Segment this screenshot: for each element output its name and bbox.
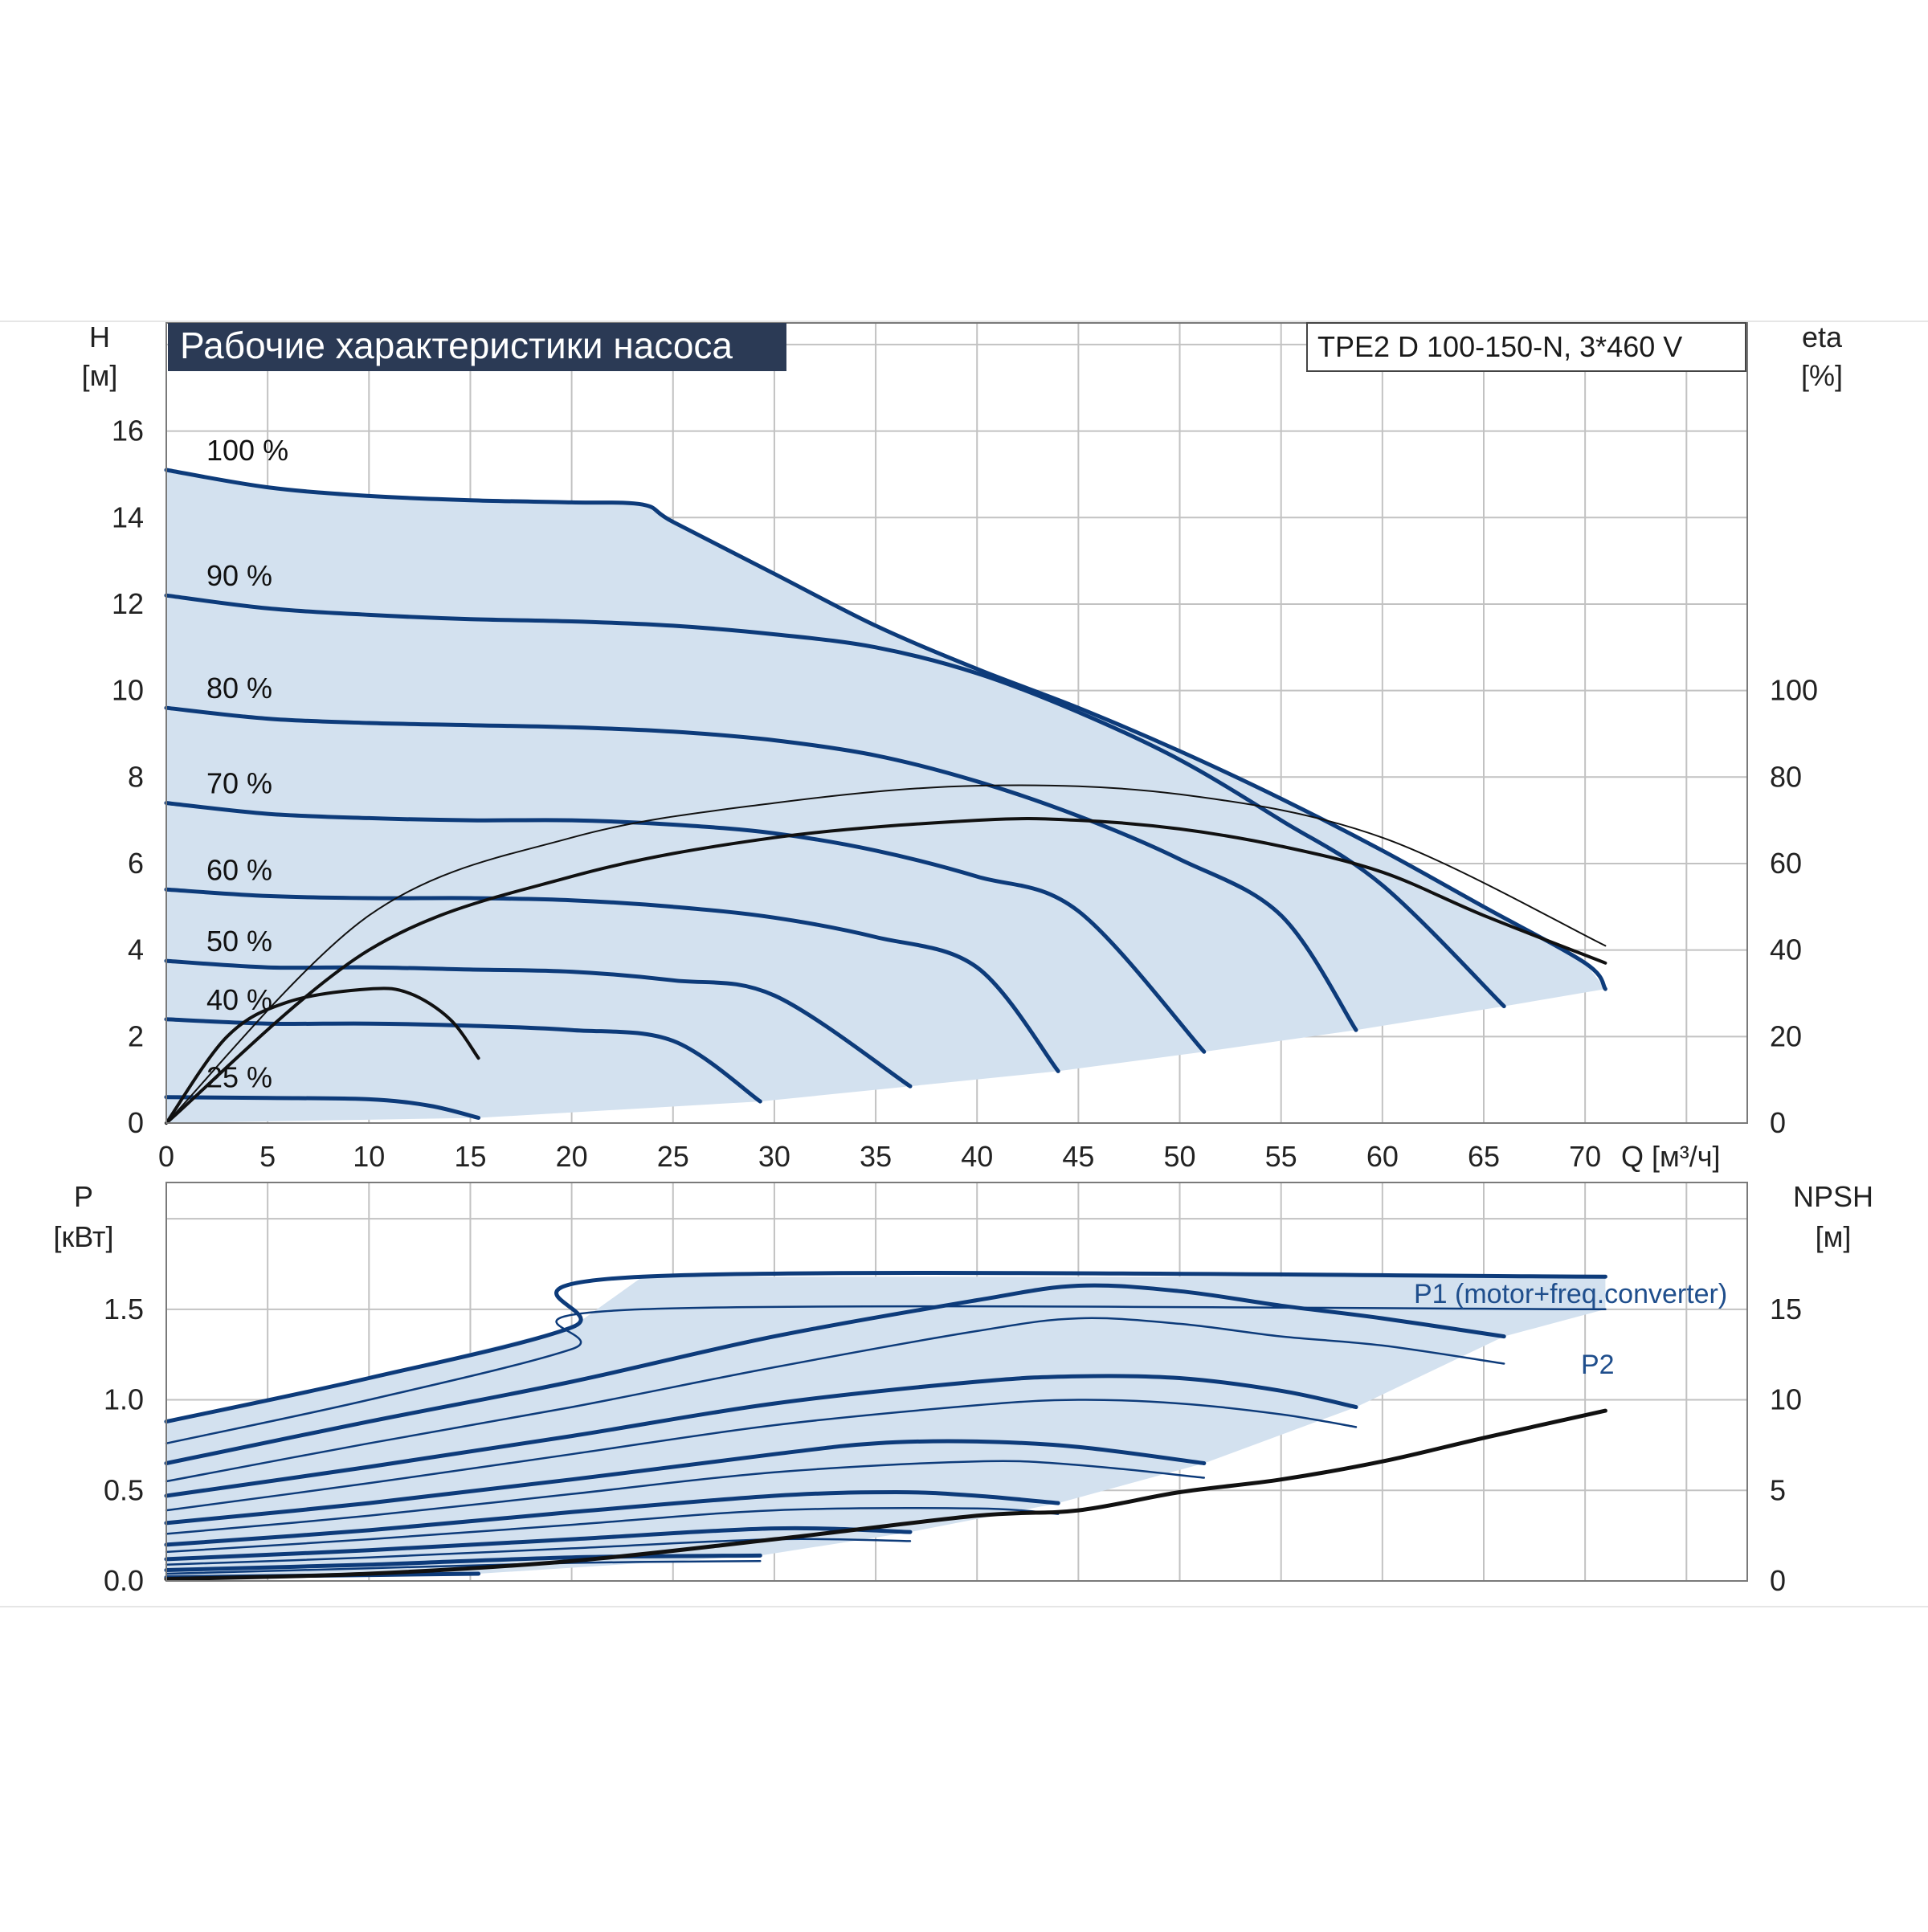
p2-curve-p2-80 — [165, 1399, 1358, 1512]
head-curves: 100 %90 %80 %70 %60 %50 %40 %25 % — [164, 434, 1607, 1120]
head-curve-80 — [164, 705, 1358, 1032]
power-axis-ticks: 0.0 0.5 1.0 1.5 0 5 10 15 — [104, 1293, 1802, 1597]
p2-annotation: P2 — [1581, 1350, 1615, 1380]
y-right-axis-unit: [%] — [1801, 359, 1843, 392]
power-tick-label: 1.0 — [104, 1383, 144, 1416]
head-curve-25 — [164, 1095, 481, 1120]
x-tick-label: 65 — [1468, 1140, 1500, 1173]
power-panel: 0.0 0.5 1.0 1.5 0 5 10 15 P [кВт] NPSH [м] P1 (… — [53, 1180, 1873, 1597]
x-tick-label: 5 — [259, 1140, 276, 1173]
p2-curve-p2-60 — [165, 1507, 1060, 1554]
power-axis-unit: [кВт] — [53, 1220, 113, 1253]
chart-title-box — [168, 323, 786, 371]
speed-label: 80 % — [206, 672, 272, 705]
power-frame — [165, 1182, 1748, 1582]
y-right-tick-label: 80 — [1770, 760, 1802, 793]
npsh-axis-unit: [м] — [1816, 1220, 1852, 1253]
speed-label: 70 % — [206, 767, 272, 800]
head-curve-70 — [164, 801, 1207, 1054]
performance-panel: 100 %90 %80 %70 %60 %50 %40 %25 % 0 5 10 15… — [82, 321, 1843, 1173]
x-axis-label: Q [м³/ч] — [1621, 1140, 1721, 1173]
p1-curve-p1-100 — [164, 1271, 1607, 1424]
npsh-tick-label: 15 — [1770, 1293, 1802, 1325]
performance-axis-ticks: 0 5 10 15 20 25 30 35 40 45 50 55 60 65 70 0 2 4 6 8 10 12 14 1… — [112, 415, 1818, 1173]
y-right-tick-label: 0 — [1770, 1106, 1786, 1139]
operating-area-fill — [166, 470, 1606, 1123]
y-tick-label: 8 — [128, 760, 144, 793]
efficiency-curves — [165, 784, 1607, 1125]
x-tick-label: 45 — [1062, 1140, 1094, 1173]
y-right-axis-label: eta — [1802, 321, 1843, 353]
head-curve-50 — [164, 958, 913, 1089]
model-label: TPE2 D 100-150-N, 3*460 V — [1317, 330, 1682, 363]
y-right-tick-label: 40 — [1770, 933, 1802, 966]
x-tick-label: 50 — [1164, 1140, 1196, 1173]
p1-curve-p1-90 — [164, 1283, 1506, 1465]
x-tick-label: 70 — [1569, 1140, 1601, 1173]
head-curve-100 — [164, 468, 1607, 991]
npsh-curve — [164, 1408, 1607, 1582]
x-tick-label: 10 — [353, 1140, 385, 1173]
npsh-tick-label: 10 — [1770, 1383, 1802, 1416]
power-area-fill — [166, 1276, 1606, 1581]
power-tick-label: 1.5 — [104, 1293, 144, 1325]
y-tick-label: 12 — [112, 587, 144, 620]
x-tick-label: 35 — [860, 1140, 892, 1173]
y-tick-label: 2 — [128, 1019, 144, 1052]
model-box — [1306, 322, 1746, 372]
x-tick-label: 15 — [454, 1140, 486, 1173]
speed-label: 90 % — [206, 559, 272, 592]
y-tick-label: 0 — [128, 1106, 144, 1139]
efficiency-curve-eta-100 — [165, 817, 1607, 1125]
npsh-tick-label: 5 — [1770, 1473, 1786, 1506]
x-tick-label: 30 — [758, 1140, 790, 1173]
p2-curve-p2-40 — [165, 1559, 762, 1575]
x-tick-label: 20 — [556, 1140, 588, 1173]
chart-title: Рабочие характеристики насоса — [180, 325, 733, 366]
x-tick-label: 55 — [1265, 1140, 1297, 1173]
p2-curve-p2-50 — [165, 1538, 912, 1566]
p1-curve-p1-70 — [164, 1439, 1207, 1526]
speed-label: 50 % — [206, 925, 272, 958]
y-tick-label: 14 — [112, 500, 144, 533]
head-curve-90 — [164, 593, 1506, 1009]
p1-curve-p1-40 — [164, 1553, 762, 1572]
p2-curve-p2-100 — [165, 1305, 1607, 1444]
y-tick-label: 10 — [112, 674, 144, 707]
x-tick-label: 0 — [158, 1140, 174, 1173]
x-tick-label: 40 — [961, 1140, 993, 1173]
y-right-tick-label: 20 — [1770, 1019, 1802, 1052]
y-right-tick-label: 60 — [1770, 847, 1802, 880]
power-tick-label: 0.5 — [104, 1473, 144, 1506]
npsh-axis-label: NPSH — [1793, 1180, 1873, 1213]
p1-curve-p1-50 — [164, 1526, 913, 1562]
p1-curve-p1-80 — [164, 1374, 1358, 1498]
performance-frame — [165, 322, 1748, 1124]
p2-curve-p2-70 — [165, 1460, 1206, 1535]
y-axis-unit: [м] — [82, 359, 118, 392]
head-curve-40 — [164, 1017, 762, 1104]
npsh-tick-label: 0 — [1770, 1564, 1786, 1597]
p1-curve-p1-60 — [164, 1489, 1060, 1547]
p1-annotation: P1 (motor+freq.converter) — [1414, 1279, 1727, 1309]
power-axis-label: P — [74, 1180, 93, 1213]
speed-label: 100 % — [206, 434, 288, 467]
power-curves — [164, 1271, 1607, 1582]
speed-label: 60 % — [206, 853, 272, 886]
y-axis-label: H — [89, 321, 110, 353]
efficiency-curve-eta-40 — [165, 986, 480, 1125]
power-tick-label: 0.0 — [104, 1564, 144, 1597]
p2-curve-p2-90 — [165, 1317, 1505, 1483]
y-tick-label: 4 — [128, 933, 144, 966]
head-curve-60 — [164, 887, 1060, 1073]
y-tick-label: 16 — [112, 415, 144, 447]
y-tick-label: 6 — [128, 847, 144, 880]
y-right-tick-label: 100 — [1770, 674, 1818, 707]
x-tick-label: 60 — [1366, 1140, 1399, 1173]
x-tick-label: 25 — [657, 1140, 689, 1173]
efficiency-curve-eta-100-thin — [165, 784, 1607, 1124]
